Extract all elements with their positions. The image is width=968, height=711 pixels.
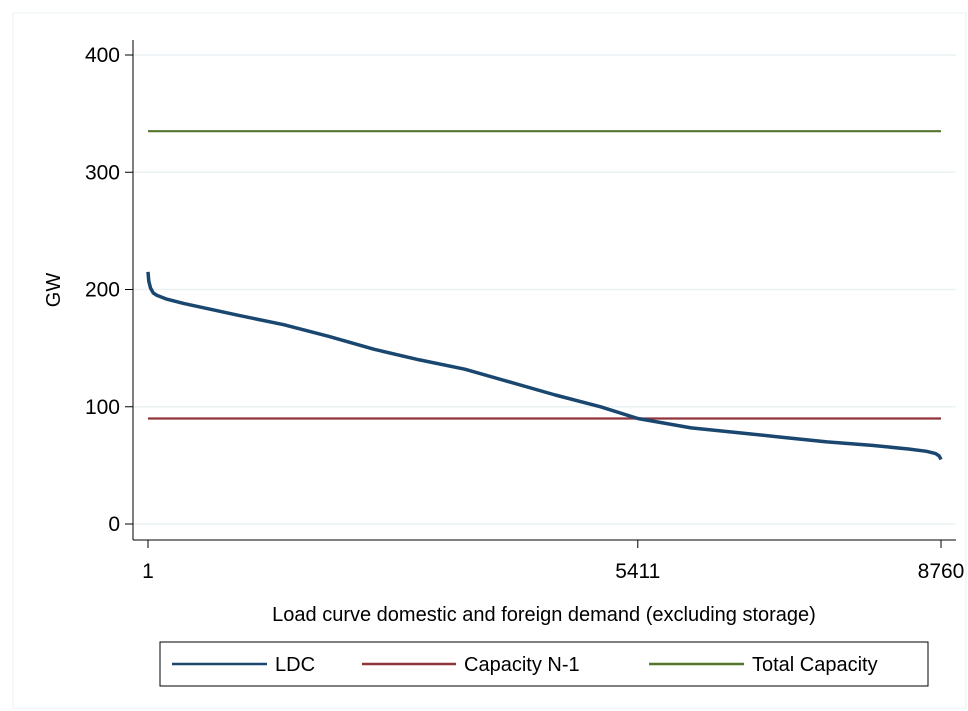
outer-frame xyxy=(12,12,967,709)
x-tick-label: 8760 xyxy=(918,560,965,583)
axes: 0 100 200 300 400 1 5411 8760 xyxy=(85,40,964,583)
y-tick-label: 100 xyxy=(85,396,120,419)
gridlines xyxy=(133,54,956,525)
y-tick-label: 0 xyxy=(108,513,120,536)
legend: LDC Capacity N-1 Total Capacity xyxy=(159,641,929,687)
legend-label-capacity-n-1: Capacity N-1 xyxy=(464,654,580,676)
y-tick-label: 300 xyxy=(85,161,120,184)
x-tick-label: 1 xyxy=(142,560,154,583)
y-tick-label: 200 xyxy=(85,279,120,302)
x-axis-title: Load curve domestic and foreign demand (… xyxy=(272,604,816,626)
legend-label-ldc: LDC xyxy=(275,654,315,676)
series-lines xyxy=(146,130,943,461)
series-line-ldc xyxy=(146,271,943,461)
legend-box xyxy=(159,641,929,687)
legend-label-total-capacity: Total Capacity xyxy=(752,654,878,676)
y-tick-label: 400 xyxy=(85,44,120,67)
x-tick-label: 5411 xyxy=(615,560,660,583)
y-axis-title: GW xyxy=(43,273,65,308)
